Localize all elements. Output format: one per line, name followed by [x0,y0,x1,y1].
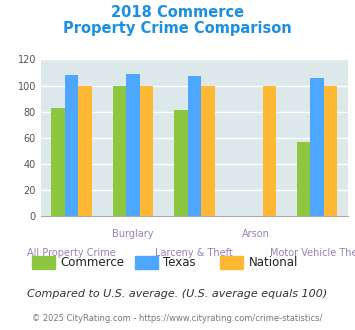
Text: National: National [248,256,298,269]
Bar [140,85,153,216]
Bar [297,142,310,216]
Text: Larceny & Theft: Larceny & Theft [155,248,233,257]
Bar [51,108,65,216]
Text: © 2025 CityRating.com - https://www.cityrating.com/crime-statistics/: © 2025 CityRating.com - https://www.city… [32,314,323,323]
Bar [263,85,276,216]
Text: Commerce: Commerce [60,256,124,269]
Bar [65,75,78,216]
Bar [126,74,140,216]
Text: All Property Crime: All Property Crime [27,248,116,257]
Bar [174,110,187,216]
Bar [201,85,215,216]
Text: Burglary: Burglary [112,229,154,239]
Text: Texas: Texas [163,256,196,269]
Text: 2018 Commerce: 2018 Commerce [111,5,244,20]
Text: Property Crime Comparison: Property Crime Comparison [63,21,292,36]
Bar [310,78,324,216]
Bar [113,85,126,216]
Bar [78,85,92,216]
Bar [324,85,338,216]
Text: Motor Vehicle Theft: Motor Vehicle Theft [270,248,355,257]
Bar [187,76,201,216]
Text: Arson: Arson [242,229,270,239]
Text: Compared to U.S. average. (U.S. average equals 100): Compared to U.S. average. (U.S. average … [27,289,328,299]
